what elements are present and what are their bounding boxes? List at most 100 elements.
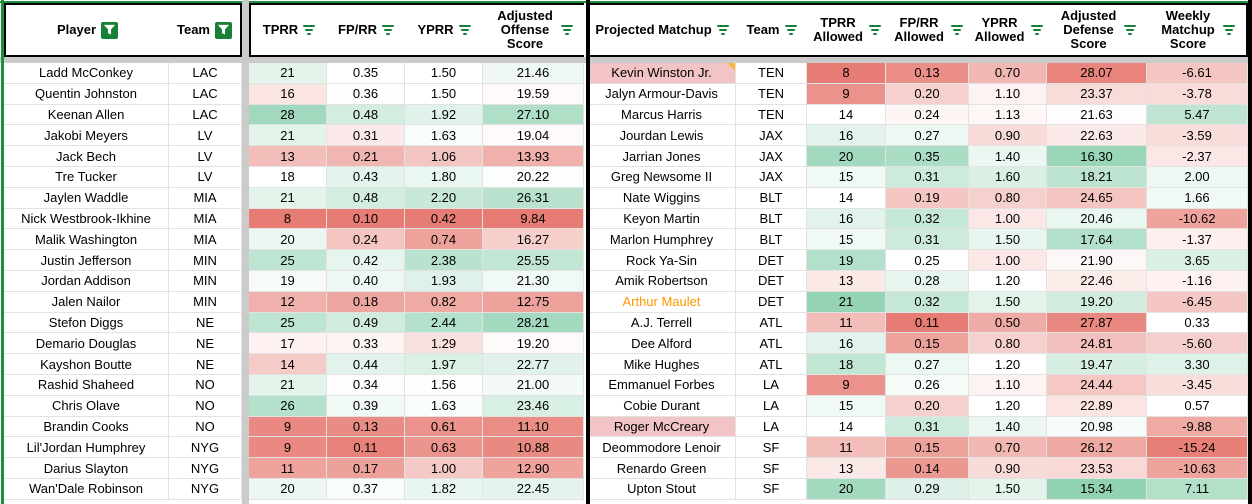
tprr-allowed-cell[interactable]: 16: [807, 208, 886, 230]
tprr-cell[interactable]: 9: [249, 416, 327, 438]
tprr-cell[interactable]: 18: [249, 166, 327, 188]
tprr-allowed-cell[interactable]: 19: [807, 250, 886, 271]
adjusted-offense-score-cell[interactable]: 28.21: [483, 312, 584, 334]
column-header-tprr[interactable]: TPRR: [249, 3, 327, 57]
tprr-cell[interactable]: 17: [249, 333, 327, 355]
adjusted-offense-score-cell[interactable]: 12.75: [483, 291, 584, 313]
matchup-team-cell[interactable]: ATL: [736, 312, 807, 334]
yprr-allowed-cell[interactable]: 1.20: [969, 395, 1047, 417]
adjusted-defense-score-cell[interactable]: 26.12: [1047, 437, 1147, 459]
yprr-cell[interactable]: 1.97: [405, 354, 483, 375]
fprr-cell[interactable]: 0.35: [327, 63, 405, 84]
adjusted-defense-score-cell[interactable]: 21.90: [1047, 250, 1147, 271]
fprr-cell[interactable]: 0.43: [327, 166, 405, 188]
yprr-cell[interactable]: 1.80: [405, 166, 483, 188]
fprr-allowed-cell[interactable]: 0.27: [886, 354, 969, 375]
filter-lines-icon[interactable]: [784, 25, 797, 35]
yprr-cell[interactable]: 0.82: [405, 291, 483, 313]
filter-lines-icon[interactable]: [458, 25, 471, 35]
yprr-allowed-cell[interactable]: 1.13: [969, 104, 1047, 126]
adjusted-defense-score-cell[interactable]: 22.89: [1047, 395, 1147, 417]
adjusted-defense-score-cell[interactable]: 18.21: [1047, 166, 1147, 188]
adjusted-offense-score-cell[interactable]: 9.84: [483, 208, 584, 230]
player-cell[interactable]: Nick Westbrook-Ikhine: [4, 208, 169, 230]
team-cell[interactable]: MIA: [169, 187, 242, 209]
adjusted-offense-score-cell[interactable]: 13.93: [483, 146, 584, 167]
adjusted-offense-score-cell[interactable]: 22.45: [483, 478, 584, 500]
weekly-matchup-score-cell[interactable]: -3.78: [1147, 83, 1248, 105]
matchup-team-cell[interactable]: BLT: [736, 229, 807, 251]
projected-matchup-cell[interactable]: Amik Robertson: [588, 270, 736, 292]
fprr-allowed-cell[interactable]: 0.24: [886, 104, 969, 126]
tprr-allowed-cell[interactable]: 14: [807, 416, 886, 438]
player-cell[interactable]: Jordan Addison: [4, 270, 169, 292]
weekly-matchup-score-cell[interactable]: -3.45: [1147, 374, 1248, 396]
tprr-cell[interactable]: 16: [249, 83, 327, 105]
weekly-matchup-score-cell[interactable]: -1.16: [1147, 270, 1248, 292]
team-cell[interactable]: LAC: [169, 104, 242, 126]
column-header-team[interactable]: Team: [169, 3, 242, 57]
matchup-team-cell[interactable]: DET: [736, 250, 807, 271]
fprr-cell[interactable]: 0.34: [327, 374, 405, 396]
projected-matchup-cell[interactable]: Arthur Maulet: [588, 291, 736, 313]
yprr-allowed-cell[interactable]: 0.80: [969, 187, 1047, 209]
yprr-allowed-cell[interactable]: 1.00: [969, 208, 1047, 230]
fprr-allowed-cell[interactable]: 0.26: [886, 374, 969, 396]
matchup-team-cell[interactable]: TEN: [736, 63, 807, 84]
team-cell[interactable]: MIA: [169, 229, 242, 251]
fprr-allowed-cell[interactable]: 0.13: [886, 63, 969, 84]
adjusted-defense-score-cell[interactable]: 24.44: [1047, 374, 1147, 396]
projected-matchup-cell[interactable]: Emmanuel Forbes: [588, 374, 736, 396]
column-header-yprr[interactable]: YPRR: [405, 3, 483, 57]
weekly-matchup-score-cell[interactable]: -3.59: [1147, 125, 1248, 147]
adjusted-offense-score-cell[interactable]: 19.20: [483, 333, 584, 355]
fprr-allowed-cell[interactable]: 0.31: [886, 166, 969, 188]
player-cell[interactable]: Kayshon Boutte: [4, 354, 169, 375]
adjusted-offense-score-cell[interactable]: 20.22: [483, 166, 584, 188]
filter-lines-icon[interactable]: [1030, 25, 1043, 35]
matchup-team-cell[interactable]: JAX: [736, 146, 807, 167]
projected-matchup-cell[interactable]: Kevin Winston Jr.: [588, 63, 736, 84]
yprr-allowed-cell[interactable]: 0.90: [969, 125, 1047, 147]
adjusted-defense-score-cell[interactable]: 20.98: [1047, 416, 1147, 438]
player-cell[interactable]: Quentin Johnston: [4, 83, 169, 105]
adjusted-defense-score-cell[interactable]: 24.65: [1047, 187, 1147, 209]
tprr-allowed-cell[interactable]: 18: [807, 354, 886, 375]
fprr-cell[interactable]: 0.10: [327, 208, 405, 230]
adjusted-offense-score-cell[interactable]: 11.10: [483, 416, 584, 438]
adjusted-defense-score-cell[interactable]: 27.87: [1047, 312, 1147, 334]
tprr-cell[interactable]: 21: [249, 63, 327, 84]
player-cell[interactable]: Brandin Cooks: [4, 416, 169, 438]
matchup-team-cell[interactable]: BLT: [736, 208, 807, 230]
player-cell[interactable]: Keenan Allen: [4, 104, 169, 126]
tprr-cell[interactable]: 28: [249, 104, 327, 126]
player-cell[interactable]: Rashid Shaheed: [4, 374, 169, 396]
tprr-cell[interactable]: 25: [249, 250, 327, 271]
filter-lines-icon[interactable]: [382, 25, 394, 35]
weekly-matchup-score-cell[interactable]: -6.45: [1147, 291, 1248, 313]
fprr-allowed-cell[interactable]: 0.35: [886, 146, 969, 167]
yprr-allowed-cell[interactable]: 1.40: [969, 416, 1047, 438]
yprr-cell[interactable]: 0.74: [405, 229, 483, 251]
player-cell[interactable]: Demario Douglas: [4, 333, 169, 355]
fprr-cell[interactable]: 0.42: [327, 250, 405, 271]
yprr-allowed-cell[interactable]: 1.50: [969, 229, 1047, 251]
yprr-allowed-cell[interactable]: 1.10: [969, 83, 1047, 105]
team-cell[interactable]: LV: [169, 146, 242, 167]
tprr-cell[interactable]: 19: [249, 270, 327, 292]
player-cell[interactable]: Justin Jefferson: [4, 250, 169, 271]
fprr-cell[interactable]: 0.40: [327, 270, 405, 292]
column-header-tprr-allowed[interactable]: TPRR Allowed: [807, 3, 886, 57]
player-cell[interactable]: Jaylen Waddle: [4, 187, 169, 209]
yprr-allowed-cell[interactable]: 1.10: [969, 374, 1047, 396]
yprr-cell[interactable]: 0.61: [405, 416, 483, 438]
fprr-cell[interactable]: 0.18: [327, 291, 405, 313]
yprr-allowed-cell[interactable]: 0.50: [969, 312, 1047, 334]
fprr-allowed-cell[interactable]: 0.20: [886, 395, 969, 417]
player-cell[interactable]: Lil'Jordan Humphrey: [4, 437, 169, 459]
fprr-cell[interactable]: 0.36: [327, 83, 405, 105]
weekly-matchup-score-cell[interactable]: -10.63: [1147, 458, 1248, 479]
column-header-yprr-allowed[interactable]: YPRR Allowed: [969, 3, 1047, 57]
fprr-allowed-cell[interactable]: 0.31: [886, 416, 969, 438]
weekly-matchup-score-cell[interactable]: 7.11: [1147, 478, 1248, 500]
